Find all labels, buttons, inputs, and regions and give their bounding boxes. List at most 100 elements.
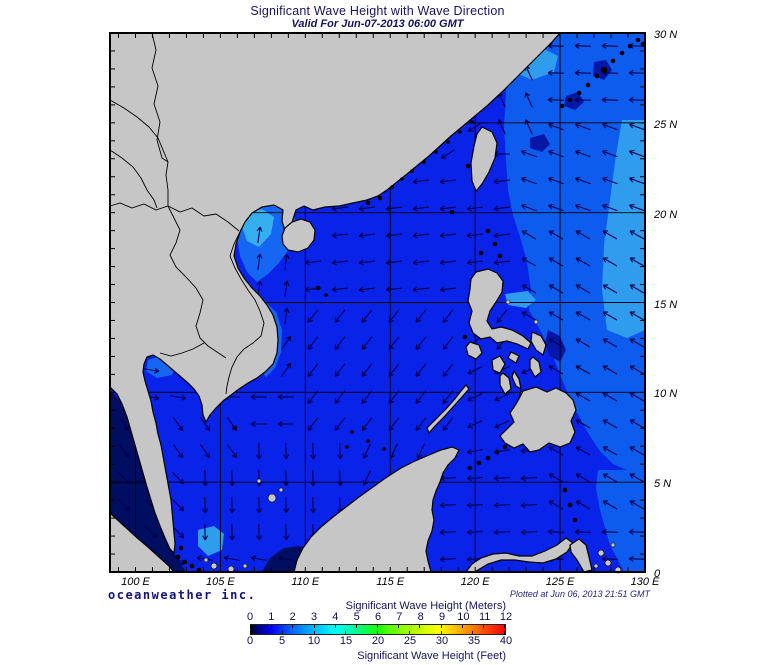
colorbar-notch xyxy=(292,625,294,628)
wave-direction-arrowhead xyxy=(202,481,206,487)
wave-direction-arrowhead xyxy=(415,427,421,431)
wave-direction-arrowhead xyxy=(307,346,313,350)
islet xyxy=(203,557,209,563)
meters-tick-10: 10 xyxy=(457,611,470,623)
islet xyxy=(267,493,277,503)
wave-direction-arrowhead xyxy=(358,262,364,266)
meters-tick-2: 2 xyxy=(289,611,296,623)
wave-direction-arrow xyxy=(629,419,645,429)
wave-direction-arrow xyxy=(258,442,260,460)
wave-direction-arrow xyxy=(498,119,506,135)
wave-direction-arrowhead xyxy=(204,508,209,514)
wave-direction-arrowhead xyxy=(415,398,418,404)
islet xyxy=(470,120,474,124)
wave-direction-arrow xyxy=(388,390,400,404)
colorbar-notch xyxy=(250,631,251,634)
wave-direction-arrowhead xyxy=(285,454,290,460)
wave-direction-arrow xyxy=(548,338,564,348)
wave-direction-arrowhead xyxy=(601,45,607,49)
wave-direction-arrow xyxy=(334,309,346,323)
land-sulawesi-body xyxy=(569,538,593,573)
wave-direction-arrowhead xyxy=(521,149,527,152)
islet xyxy=(585,82,591,88)
wave-direction-arrow xyxy=(284,254,288,270)
wave-direction-arrow xyxy=(575,392,591,402)
lat-label-20: 20 N xyxy=(654,208,678,221)
wave-direction-arrowhead xyxy=(547,96,553,101)
colorbar-notch xyxy=(504,631,505,634)
wave-direction-arrowhead xyxy=(285,508,290,514)
ocean-patch-luzon-ne-light xyxy=(505,291,536,308)
wave-direction-arrowhead xyxy=(521,311,526,317)
wave-direction-arrowhead xyxy=(256,508,260,514)
colorbar-notch xyxy=(472,631,474,634)
wave-direction-arrowhead xyxy=(358,286,364,291)
wave-direction-arrow xyxy=(442,336,454,350)
wave-direction-arrowhead xyxy=(629,149,635,152)
colorbar-notch xyxy=(482,625,484,628)
islet xyxy=(324,293,328,297)
wave-direction-arrowhead xyxy=(628,528,634,533)
wave-direction-arrowhead xyxy=(601,72,607,76)
wave-direction-arrowhead xyxy=(525,92,531,97)
wave-direction-arrowhead xyxy=(467,368,472,374)
wave-direction-arrow xyxy=(199,417,211,431)
wave-direction-arrow xyxy=(521,177,537,185)
wave-direction-arrowhead xyxy=(575,230,580,236)
wave-direction-arrow xyxy=(548,257,564,267)
wave-direction-arrow xyxy=(628,72,646,74)
wave-direction-arrowhead xyxy=(283,253,288,259)
wave-direction-arrow xyxy=(285,469,287,487)
lon-label-110: 110 E xyxy=(291,576,320,588)
wave-direction-arrow xyxy=(312,442,314,460)
wave-direction-arrowhead xyxy=(307,400,313,404)
wave-direction-arrowhead xyxy=(493,531,499,536)
wave-direction-arrow xyxy=(629,204,645,212)
wave-direction-arrow xyxy=(575,473,591,483)
wave-direction-arrowhead xyxy=(494,422,499,428)
wave-direction-arrowhead xyxy=(304,259,310,264)
wave-direction-arrow xyxy=(520,531,538,533)
wave-direction-arrowhead xyxy=(466,558,472,563)
wave-direction-arrowhead xyxy=(629,176,635,179)
ocean-patch-singapore-light xyxy=(198,526,224,556)
colorbar-notch xyxy=(461,625,463,628)
wave-direction-arrow xyxy=(548,204,564,212)
land-palawan xyxy=(426,384,470,435)
wave-direction-arrowhead xyxy=(521,177,526,183)
islet xyxy=(232,426,236,430)
ocean-patch-tonkin-cyan xyxy=(242,209,274,247)
wave-direction-arrow xyxy=(199,444,211,458)
wave-direction-arrowhead xyxy=(412,205,418,210)
meters-tick-5: 5 xyxy=(353,611,360,623)
islet xyxy=(562,487,568,493)
wave-direction-arrowhead xyxy=(439,232,445,237)
wave-direction-arrow xyxy=(258,496,260,514)
wave-direction-arrow xyxy=(575,446,591,456)
wave-direction-arrow xyxy=(466,504,484,506)
colorbar-notch xyxy=(345,631,347,634)
wave-direction-arrow xyxy=(285,442,287,460)
wave-direction-arrowhead xyxy=(339,481,344,487)
colorbar-notch xyxy=(408,631,410,634)
islet xyxy=(494,449,500,455)
feet-tick-35: 35 xyxy=(467,635,481,647)
wave-direction-arrow xyxy=(601,558,619,560)
wave-direction-arrowhead xyxy=(628,69,634,74)
wave-direction-arrowhead xyxy=(548,500,553,506)
valid-time-subtitle: Valid For Jun-07-2013 06:00 GMT xyxy=(291,18,464,30)
colorbar-notch xyxy=(419,625,421,628)
wave-direction-arrowhead xyxy=(385,286,391,291)
wave-direction-arrowhead xyxy=(496,346,502,350)
wave-direction-arrowhead xyxy=(629,392,634,398)
wave-direction-arrow xyxy=(439,287,457,291)
wave-direction-arrowhead xyxy=(385,235,391,239)
wave-direction-arrow xyxy=(258,469,260,487)
wave-direction-arrow xyxy=(284,308,288,324)
wave-direction-arrow xyxy=(466,233,484,237)
wave-direction-arrowhead xyxy=(629,338,634,344)
land-mindoro xyxy=(465,341,483,360)
wave-direction-arrowhead xyxy=(439,504,445,509)
islet xyxy=(559,103,565,109)
meters-tick-9: 9 xyxy=(438,611,446,623)
